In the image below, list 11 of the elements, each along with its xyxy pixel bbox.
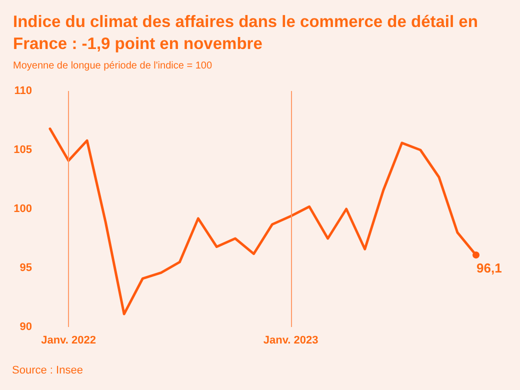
chart-title: Indice du climat des affaires dans le commerce de détail en France : -1,9 point en novembre <box>13 13 483 53</box>
x-tick-label: Janv. 2022 <box>41 334 96 346</box>
y-tick-label: 90 <box>20 321 32 333</box>
data-label: 96,1 <box>476 260 502 276</box>
y-tick-label: 95 <box>20 262 32 274</box>
y-tick-label: 105 <box>14 144 32 156</box>
y-tick-label: 100 <box>14 203 32 215</box>
chart-subtitle: Moyenne de longue période de l'indice = 100 <box>13 60 212 72</box>
y-tick-label: 110 <box>14 85 32 97</box>
source-note: Source : Insee <box>12 364 83 376</box>
x-tick-label: Janv. 2023 <box>263 334 318 346</box>
